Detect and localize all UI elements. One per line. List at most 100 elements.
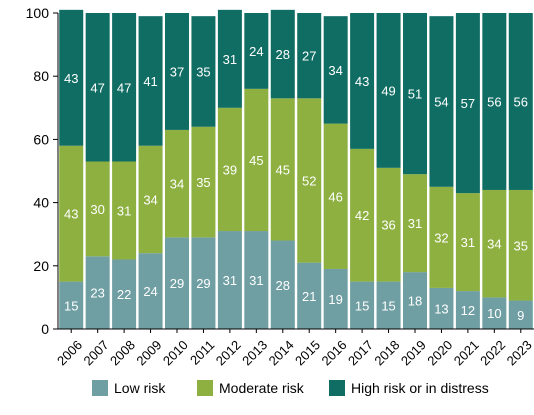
bar-segment bbox=[376, 281, 401, 329]
bar-segment bbox=[508, 189, 533, 301]
bar-segment bbox=[112, 161, 137, 260]
bar-segment bbox=[85, 161, 110, 257]
bar-value-label: 43 bbox=[355, 74, 369, 89]
x-tick-label: 2007 bbox=[81, 337, 112, 368]
bar-value-label: 9 bbox=[517, 308, 524, 323]
bar-value-label: 46 bbox=[328, 189, 342, 204]
x-tick-label: 2019 bbox=[398, 337, 429, 368]
bar-value-label: 41 bbox=[143, 74, 157, 89]
bar-value-label: 12 bbox=[461, 303, 475, 318]
bar-value-label: 34 bbox=[170, 177, 184, 192]
bar-segment bbox=[270, 9, 295, 99]
x-tick-label: 2021 bbox=[451, 337, 482, 368]
bar-value-label: 23 bbox=[90, 286, 104, 301]
bar-segment bbox=[165, 237, 189, 329]
bar-segment bbox=[297, 98, 322, 263]
bar-segment bbox=[165, 129, 189, 238]
bar-value-label: 24 bbox=[143, 284, 157, 299]
bar-segment bbox=[244, 231, 269, 329]
bar-value-label: 34 bbox=[328, 63, 342, 78]
bar-value-label: 13 bbox=[434, 301, 448, 316]
bar-segment bbox=[138, 145, 163, 254]
y-tick-label: 80 bbox=[33, 68, 49, 84]
bar-value-label: 30 bbox=[90, 202, 104, 217]
x-tick-label: 2008 bbox=[107, 337, 138, 368]
x-tick-label: 2006 bbox=[54, 337, 85, 368]
x-tick-label: 2010 bbox=[160, 337, 191, 368]
x-tick-label: 2009 bbox=[133, 337, 164, 368]
legend-label: Moderate risk bbox=[219, 380, 305, 396]
bar-value-label: 35 bbox=[514, 238, 528, 253]
bar-segment bbox=[112, 259, 137, 329]
bar-segment bbox=[297, 13, 322, 99]
y-tick-label: 0 bbox=[41, 321, 49, 337]
bar-value-label: 43 bbox=[64, 71, 78, 86]
bar-value-label: 31 bbox=[408, 216, 422, 231]
bar-value-label: 31 bbox=[117, 204, 131, 219]
bar-value-label: 47 bbox=[90, 80, 104, 95]
bar-value-label: 42 bbox=[355, 208, 369, 223]
bar-value-label: 29 bbox=[196, 276, 210, 291]
legend-swatch bbox=[197, 380, 213, 396]
x-tick-label: 2013 bbox=[239, 337, 270, 368]
bar-segment bbox=[350, 148, 375, 282]
bar-value-label: 29 bbox=[170, 276, 184, 291]
bar-value-label: 24 bbox=[249, 44, 263, 59]
bar-value-label: 36 bbox=[381, 218, 395, 233]
legend-swatch bbox=[329, 380, 345, 396]
y-tick-label: 60 bbox=[33, 131, 49, 147]
y-tick-label: 100 bbox=[26, 5, 50, 21]
bar-segment bbox=[323, 123, 348, 269]
bar-value-label: 32 bbox=[434, 230, 448, 245]
bar-segment bbox=[191, 237, 216, 329]
bar-segment bbox=[244, 13, 269, 89]
bar-value-label: 52 bbox=[302, 173, 316, 188]
bar-segment bbox=[138, 16, 163, 146]
x-tick-label: 2018 bbox=[371, 337, 402, 368]
bar-segment bbox=[508, 300, 533, 329]
bar-segment bbox=[244, 88, 269, 232]
bar-segment bbox=[455, 13, 480, 194]
bar-segment bbox=[85, 256, 110, 329]
bar-value-label: 37 bbox=[170, 64, 184, 79]
bar-value-label: 21 bbox=[302, 289, 316, 304]
bar-segment bbox=[217, 231, 242, 329]
legend-swatch bbox=[92, 380, 108, 396]
bar-segment bbox=[508, 13, 533, 190]
bar-segment bbox=[59, 281, 84, 329]
bar-segment bbox=[297, 262, 322, 329]
bar-segment bbox=[138, 253, 163, 329]
bar-value-label: 39 bbox=[223, 162, 237, 177]
bars-layer: 15 43 43 23 30 47 22 31 47 24 34 41 29 34 37 29 35 35 31 39… bbox=[59, 9, 533, 329]
bar-value-label: 31 bbox=[461, 235, 475, 250]
bar-value-label: 34 bbox=[143, 192, 157, 207]
x-tick-label: 2020 bbox=[424, 337, 455, 368]
x-tick-label: 2022 bbox=[477, 337, 508, 368]
bar-value-label: 57 bbox=[461, 96, 475, 111]
bar-value-label: 47 bbox=[117, 80, 131, 95]
bar-segment bbox=[429, 186, 454, 288]
bar-value-label: 27 bbox=[302, 49, 316, 64]
bar-value-label: 56 bbox=[514, 94, 528, 109]
bar-value-label: 15 bbox=[355, 298, 369, 313]
bar-value-label: 18 bbox=[408, 294, 422, 309]
bar-value-label: 49 bbox=[381, 83, 395, 98]
bar-value-label: 19 bbox=[328, 292, 342, 307]
bar-segment bbox=[217, 107, 242, 232]
bar-value-label: 31 bbox=[249, 273, 263, 288]
bar-segment bbox=[270, 240, 295, 329]
bar-segment bbox=[482, 189, 507, 298]
x-tick-label: 2023 bbox=[504, 337, 534, 368]
bar-segment bbox=[455, 193, 480, 292]
bar-value-label: 15 bbox=[64, 298, 78, 313]
legend: Low risk Moderate risk High risk or in dis… bbox=[92, 380, 489, 396]
bar-value-label: 54 bbox=[434, 94, 448, 109]
legend-label: Low risk bbox=[114, 380, 166, 396]
x-tick-label: 2015 bbox=[292, 337, 323, 368]
bar-value-label: 45 bbox=[249, 153, 263, 168]
bar-segment bbox=[482, 297, 507, 329]
bar-segment bbox=[429, 287, 454, 329]
bar-segment bbox=[59, 9, 84, 146]
bar-segment bbox=[403, 13, 427, 175]
